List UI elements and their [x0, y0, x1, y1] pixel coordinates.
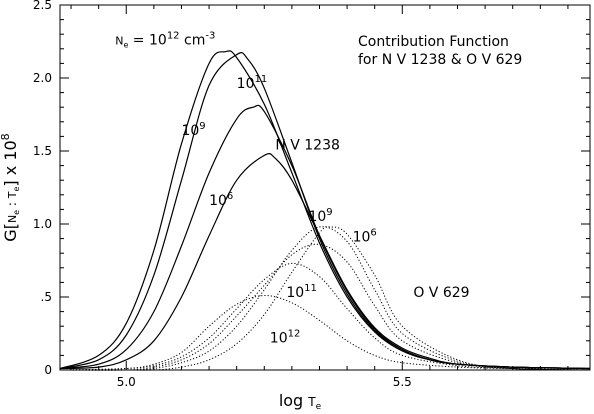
y-axis-title-ne: N	[6, 215, 19, 223]
y-tick-label: 2.0	[33, 71, 52, 85]
annotation-nv-name: N V 1238	[275, 138, 340, 154]
annotation-part: 6	[370, 228, 376, 239]
axis-ticks: 5.0 5.5 0 .5 1.0 1.5 2.0 2.5	[33, 0, 590, 389]
plot-frame	[59, 4, 591, 371]
x-axis-title-symbol: T	[307, 395, 316, 409]
series-line	[59, 294, 591, 371]
annotation-nv-6: 106	[209, 191, 233, 209]
annotation-ov-11: 1011	[286, 283, 317, 301]
annotation-nv-11: 1011	[237, 74, 268, 92]
x-tick-label: 5.0	[117, 375, 136, 389]
x-axis-title-subscript: e	[316, 402, 322, 412]
y-tick-label: 1.0	[33, 217, 52, 231]
annotation-ov-12: 1012	[270, 328, 301, 346]
annotation-part: 12	[167, 30, 180, 41]
x-tick-label: 5.5	[393, 375, 412, 389]
y-axis-title: G[Ne : Te] x 108	[0, 133, 21, 241]
annotation-part: 6	[227, 191, 233, 202]
x-axis-title: log Te	[279, 391, 322, 412]
annotation-nv-9: 109	[181, 121, 205, 139]
annotation-part: e	[123, 40, 128, 49]
x-axis-title-main: log	[279, 391, 308, 410]
annotation-part: 9	[199, 121, 205, 132]
annotation-part: 10	[209, 193, 227, 209]
series-group	[59, 50, 591, 371]
annotation-part: 11	[254, 74, 267, 85]
annotation-part: cm	[180, 32, 206, 48]
y-tick-label: .5	[41, 290, 52, 304]
series-line	[59, 262, 591, 371]
annotation-ne-12: Ne = 1012 cm-3	[115, 30, 215, 49]
annotation-part: 10	[181, 123, 199, 139]
annotation-part: 10	[308, 209, 326, 225]
legend-title-line-1: Contribution Function	[358, 34, 509, 50]
annotation-part: -3	[205, 30, 215, 41]
series-line	[59, 226, 591, 371]
annotation-part: 10	[237, 76, 255, 92]
annotation-part: 10	[270, 330, 288, 346]
y-axis-title-sep: :	[5, 198, 19, 210]
y-axis-title-exp: 8	[0, 133, 12, 140]
y-tick-label: 1.5	[33, 144, 52, 158]
annotation-ov-9: 109	[308, 207, 332, 225]
y-tick-label: 2.5	[33, 0, 52, 12]
annotation-part: N V 1238	[275, 138, 340, 154]
annotation-part: = 10	[128, 32, 166, 48]
annotation-ov-name: O V 629	[413, 285, 469, 301]
y-axis-title-close: ]	[1, 180, 20, 186]
annotation-part: 10	[286, 285, 304, 301]
legend-title-line-2: for N V 1238 & O V 629	[358, 52, 522, 68]
y-axis-title-ne-sub: e	[12, 210, 21, 215]
y-axis-title-g: G[	[1, 223, 20, 242]
y-axis-title-rest: x 10	[1, 140, 20, 180]
y-axis-title-te-sub: e	[12, 186, 21, 191]
y-tick-label: 0	[44, 363, 52, 377]
annotation-part: 11	[304, 283, 317, 294]
series-line	[59, 153, 591, 370]
annotation-part: 9	[326, 207, 332, 218]
y-axis-title-te: T	[6, 191, 19, 199]
annotation-part: O V 629	[413, 285, 469, 301]
annotation-ov-6: 106	[353, 228, 377, 246]
series-line	[59, 226, 591, 371]
annotation-part: 10	[353, 230, 371, 246]
series-line	[59, 104, 591, 370]
series-line	[59, 243, 591, 371]
annotation-part: N	[115, 34, 123, 47]
annotation-part: 12	[288, 328, 301, 339]
